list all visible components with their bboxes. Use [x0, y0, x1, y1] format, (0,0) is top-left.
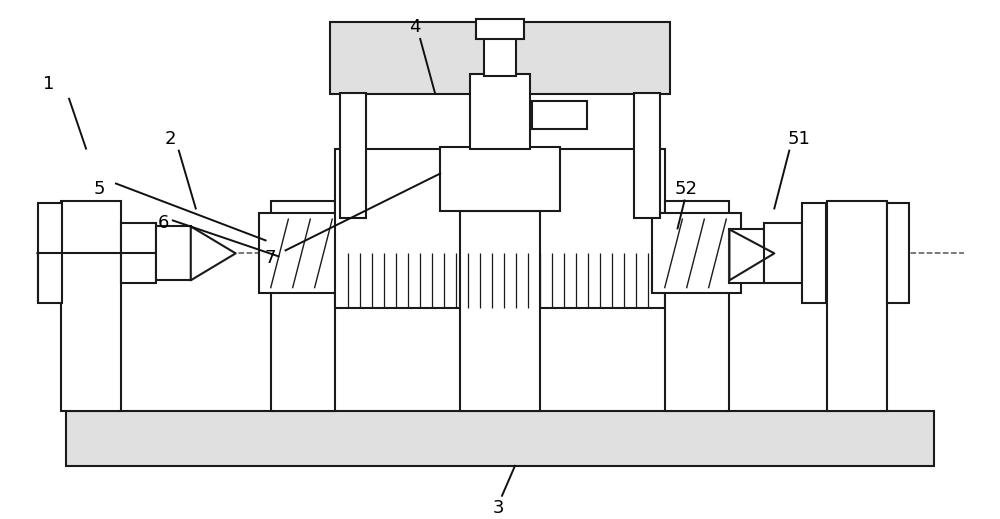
Bar: [652, 213, 741, 293]
Text: 7: 7: [265, 249, 276, 267]
Bar: [61, 201, 121, 411]
Bar: [476, 19, 524, 39]
Bar: [259, 213, 348, 293]
Bar: [440, 147, 560, 211]
Bar: [470, 74, 530, 148]
Polygon shape: [729, 229, 774, 280]
Bar: [330, 22, 670, 94]
Bar: [802, 203, 826, 303]
Text: 2: 2: [165, 130, 177, 147]
Bar: [887, 203, 909, 303]
Bar: [66, 411, 934, 466]
Bar: [764, 224, 802, 283]
Text: 4: 4: [409, 18, 421, 36]
Bar: [335, 148, 665, 308]
Polygon shape: [191, 226, 236, 280]
Text: 1: 1: [43, 75, 55, 93]
Text: 51: 51: [788, 130, 811, 147]
Text: 3: 3: [492, 499, 504, 517]
Text: 5: 5: [93, 180, 105, 198]
Text: 52: 52: [675, 180, 698, 198]
Bar: [532, 101, 587, 129]
Bar: [634, 93, 660, 218]
Bar: [827, 201, 887, 411]
Bar: [484, 36, 516, 76]
Bar: [271, 201, 335, 411]
Bar: [665, 201, 729, 411]
Bar: [460, 211, 540, 411]
Bar: [38, 203, 62, 303]
Bar: [121, 224, 156, 283]
Bar: [156, 226, 191, 280]
Bar: [340, 93, 366, 218]
Text: 6: 6: [158, 214, 170, 233]
Bar: [729, 229, 764, 283]
